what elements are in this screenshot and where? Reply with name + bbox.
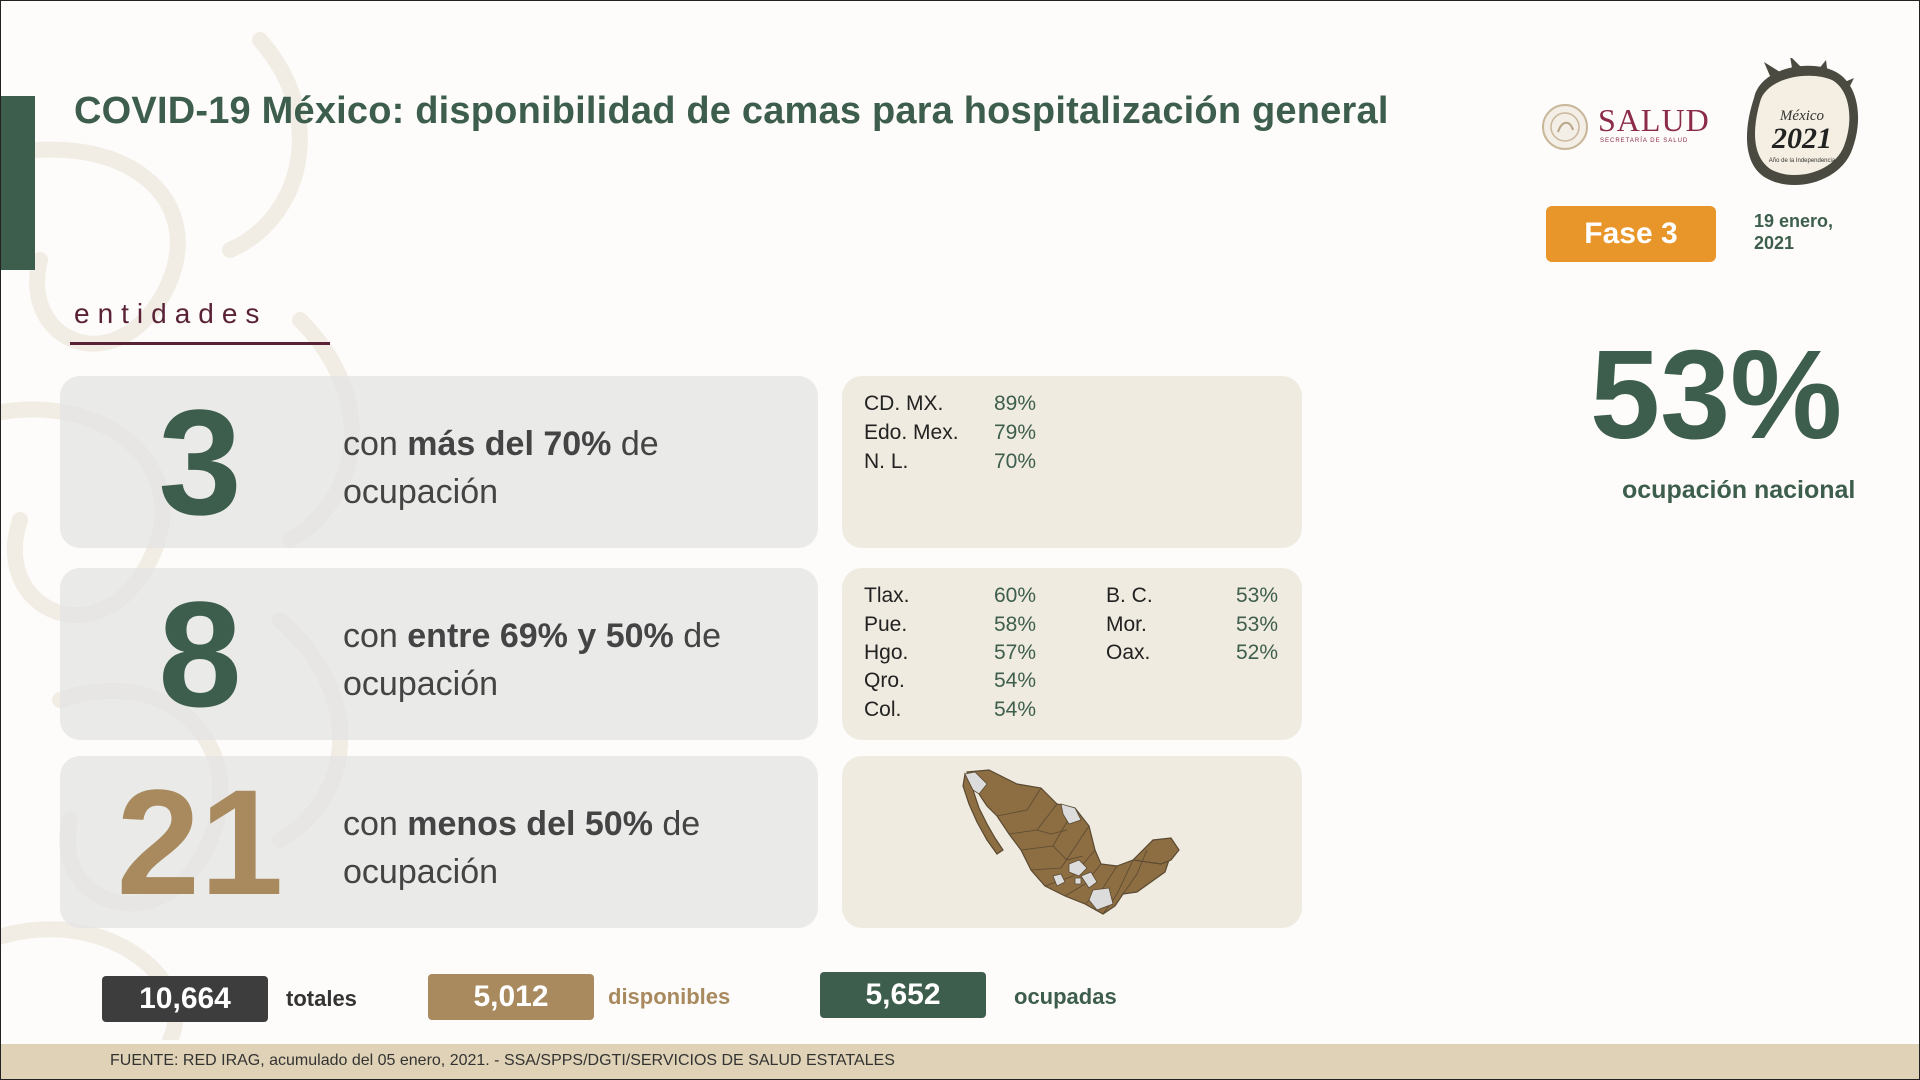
detail-card-mid: Tlax. 60% Pue. 58% Hgo. 57% Qro. 54% Col… bbox=[842, 568, 1302, 740]
row-card-high: 3 con más del 70% de ocupación bbox=[60, 376, 818, 548]
salud-logo: SALUD SECRETARÍA DE SALUD bbox=[1540, 100, 1710, 156]
salud-subtitle: SECRETARÍA DE SALUD bbox=[1600, 138, 1689, 144]
row-description: con entre 69% y 50% de ocupación bbox=[343, 612, 783, 708]
entity-value: 58% bbox=[994, 613, 1037, 636]
row-description: con más del 70% de ocupación bbox=[343, 420, 783, 516]
report-date: 19 enero, 2021 bbox=[1754, 211, 1834, 253]
occupied-beds-label: ocupadas bbox=[1014, 984, 1117, 1009]
entity-name: Mor. bbox=[1106, 613, 1147, 636]
national-occupancy-label: ocupación nacional bbox=[1622, 476, 1856, 504]
national-seal-icon bbox=[1542, 104, 1588, 150]
entity-name: Hgo. bbox=[864, 641, 909, 664]
row-count: 8 bbox=[158, 570, 242, 738]
detail-card-map bbox=[842, 756, 1302, 928]
emblem-year-text: 2021 bbox=[1771, 122, 1832, 155]
entity-name: B. C. bbox=[1106, 584, 1153, 607]
entity-value: 57% bbox=[994, 641, 1037, 664]
total-beds-label: totales bbox=[286, 986, 357, 1011]
entity-name: Oax. bbox=[1106, 641, 1151, 664]
entity-name: Col. bbox=[864, 698, 902, 721]
entity-value: 79% bbox=[994, 421, 1037, 444]
available-beds-box: 5,012 bbox=[428, 974, 594, 1020]
source-note: FUENTE: RED IRAG, acumulado del 05 enero… bbox=[110, 1052, 895, 1069]
row-count: 3 bbox=[158, 378, 242, 546]
entity-value: 70% bbox=[994, 450, 1037, 473]
entity-name: Edo. Mex. bbox=[864, 421, 959, 444]
salud-wordmark: SALUD bbox=[1598, 102, 1710, 138]
section-underline bbox=[70, 342, 330, 345]
entity-value: 60% bbox=[994, 584, 1037, 607]
row-description: con menos del 50% de ocupación bbox=[343, 800, 783, 896]
phase-badge: Fase 3 bbox=[1546, 206, 1716, 262]
emblem-top-text: México bbox=[1779, 108, 1825, 124]
page-title: COVID-19 México: disponibilidad de camas… bbox=[74, 90, 1389, 132]
row-text-post: de ocupación bbox=[343, 617, 722, 703]
row-text-pre: con bbox=[343, 805, 408, 843]
row-text-post: de ocupación bbox=[343, 425, 659, 511]
entity-name: Pue. bbox=[864, 613, 908, 636]
emblem-sub-text: Año de la Independencia bbox=[1769, 158, 1836, 164]
accent-bar bbox=[0, 96, 35, 270]
entity-value: 89% bbox=[994, 392, 1037, 415]
row-text-bold: más del 70% bbox=[407, 425, 612, 463]
row-card-mid: 8 con entre 69% y 50% de ocupación bbox=[60, 568, 818, 740]
entity-name: N. L. bbox=[864, 450, 909, 473]
row-count: 21 bbox=[116, 758, 284, 926]
entity-value: 53% bbox=[1236, 584, 1279, 607]
entity-name: Qro. bbox=[864, 669, 905, 692]
mexico-map-icon bbox=[962, 769, 1180, 915]
row-card-low: 21 con menos del 50% de ocupación bbox=[60, 756, 818, 928]
national-occupancy-value: 53% bbox=[1590, 324, 1843, 465]
entity-value: 54% bbox=[994, 669, 1037, 692]
row-text-pre: con bbox=[343, 617, 408, 655]
row-text-bold: menos del 50% bbox=[407, 805, 653, 843]
total-beds-box: 10,664 bbox=[102, 976, 268, 1022]
entity-value: 52% bbox=[1236, 641, 1279, 664]
entity-name: Tlax. bbox=[864, 584, 910, 607]
entity-name: CD. MX. bbox=[864, 392, 944, 415]
row-text-post: de ocupación bbox=[343, 805, 701, 891]
entity-value: 54% bbox=[994, 698, 1037, 721]
detail-card-high: CD. MX. 89% Edo. Mex. 79% N. L. 70% bbox=[842, 376, 1302, 548]
mexico-2021-emblem-icon: México 2021 Año de la Independencia bbox=[1746, 58, 1859, 186]
entity-value: 53% bbox=[1236, 613, 1279, 636]
row-text-bold: entre 69% y 50% bbox=[407, 617, 674, 655]
occupied-beds-box: 5,652 bbox=[820, 972, 986, 1018]
footer-band: FUENTE: RED IRAG, acumulado del 05 enero… bbox=[0, 1044, 1920, 1080]
row-text-pre: con bbox=[343, 425, 408, 463]
section-label: entidades bbox=[74, 298, 268, 329]
available-beds-label: disponibles bbox=[608, 984, 731, 1009]
